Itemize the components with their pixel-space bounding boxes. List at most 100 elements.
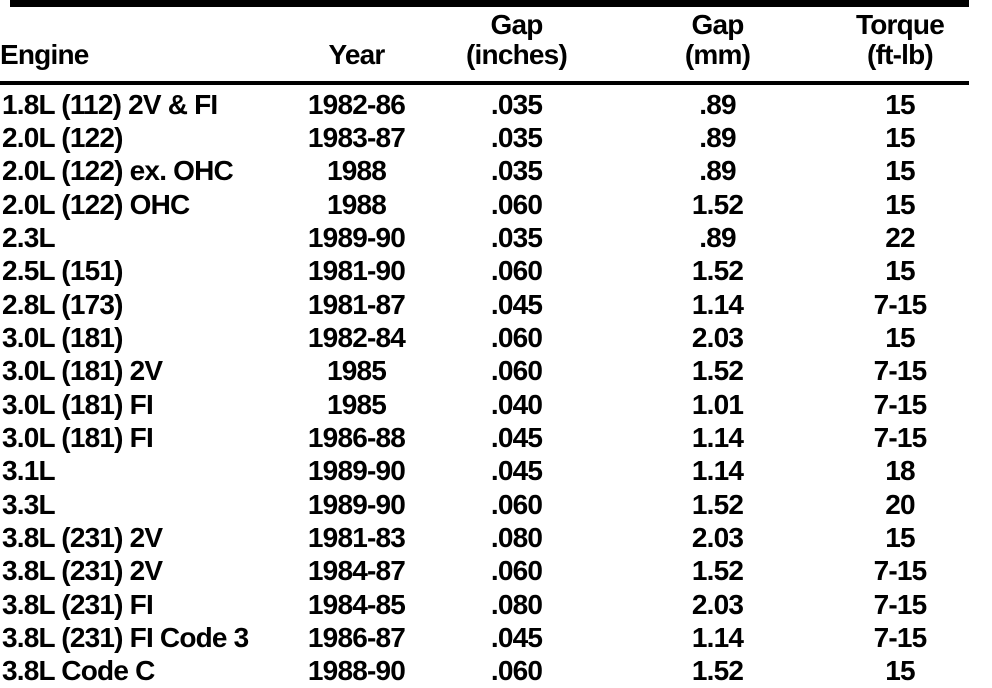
torque-cell: 7-15 [873, 555, 928, 587]
gap-inches-cell: .060 [490, 321, 543, 353]
year-cell: 1981-90 [307, 255, 406, 287]
gap-mm-cell: 1.01 [691, 388, 744, 420]
table-row: 3.8L (231) 2V 1981-83 .080 2.03 15 [0, 521, 970, 554]
year-cell: 1989-90 [307, 455, 406, 487]
engine-cell: 3.8L (231) FI Code 3 [2, 621, 249, 653]
engine-cell: 3.3L [2, 488, 56, 520]
torque-cell: 15 [885, 655, 915, 687]
column-header-engine-label: Engine [0, 39, 89, 70]
gap-mm-cell: 1.52 [691, 555, 744, 587]
gap-inches-cell: .060 [490, 255, 543, 287]
table-row: 2.3L 1989-90 .035 .89 22 [0, 221, 970, 254]
gap-mm-cell: 2.03 [691, 321, 744, 353]
year-cell: 1989-90 [307, 221, 406, 253]
torque-cell: 7-15 [873, 355, 928, 387]
torque-cell: 7-15 [873, 388, 928, 420]
column-header-gap-mm-line2: (mm) [684, 39, 751, 70]
table-header-row: Engine Year Gap (inches) Gap (mm) Torque… [0, 0, 970, 81]
gap-inches-cell: .060 [490, 188, 543, 220]
year-cell: 1989-90 [307, 488, 406, 520]
year-cell: 1983-87 [307, 121, 406, 153]
year-cell: 1981-83 [307, 521, 406, 553]
gap-inches-cell: .080 [490, 521, 543, 553]
gap-mm-cell: 1.52 [691, 655, 744, 687]
table-body: 1.8L (112) 2V & FI 1982-86.035.89 15 2.0L (… [0, 88, 970, 688]
torque-cell: 22 [885, 221, 915, 253]
table-row: 3.0L (181) FI 1986-88 .045 1.14 7-15 [0, 421, 970, 454]
column-header-torque-line1: Torque [855, 9, 945, 40]
gap-mm-cell: 1.52 [691, 188, 744, 220]
gap-mm-cell: 1.52 [691, 355, 744, 387]
gap-mm-cell: .89 [699, 221, 736, 253]
gap-mm-cell: .89 [699, 88, 736, 120]
torque-cell: 7-15 [873, 621, 928, 653]
gap-inches-cell: .035 [490, 221, 543, 253]
torque-cell: 20 [885, 488, 915, 520]
column-header-gap-mm-line1: Gap [691, 9, 744, 40]
gap-inches-cell: .040 [490, 388, 543, 420]
gap-mm-cell: .89 [699, 121, 736, 153]
torque-cell: 15 [885, 255, 915, 287]
table-row: 2.0L (122) 1983-87 .035 .89 15 [0, 121, 970, 154]
engine-cell: 2.5L (151) [2, 255, 123, 287]
gap-inches-cell: .045 [490, 621, 543, 653]
year-cell: 1988 [326, 188, 387, 220]
column-header-year: Year [285, 0, 428, 70]
engine-cell: 1.8L (112) 2V & FI [2, 88, 218, 120]
year-cell: 1982-86 [307, 88, 406, 120]
column-header-torque: Torque (ft-lb) [830, 0, 970, 70]
torque-cell: 7-15 [873, 288, 928, 320]
year-cell: 1981-87 [307, 288, 406, 320]
torque-cell: 15 [885, 321, 915, 353]
gap-mm-cell: 2.03 [691, 588, 744, 620]
gap-inches-cell: .035 [490, 121, 543, 153]
torque-cell: 15 [885, 88, 915, 120]
torque-cell: 15 [885, 188, 915, 220]
table-row: 3.8L (231) FI Code 3 1986-87 .045 1.14 7-15 [0, 621, 970, 654]
gap-mm-cell: 1.52 [691, 255, 744, 287]
table-row: 3.0L (181) 1982-84 .060 2.03 15 [0, 321, 970, 354]
torque-cell: 7-15 [873, 588, 928, 620]
engine-cell: 2.8L (173) [2, 288, 123, 320]
column-header-gap-mm: Gap (mm) [605, 0, 830, 70]
gap-mm-cell: 1.14 [691, 621, 744, 653]
engine-cell: 3.8L (231) 2V [2, 555, 163, 587]
engine-cell: 2.0L (122) OHC [2, 188, 190, 220]
gap-inches-cell: .045 [490, 455, 543, 487]
torque-cell: 18 [885, 455, 915, 487]
year-cell: 1988-90 [307, 655, 406, 687]
gap-inches-cell: .060 [490, 655, 543, 687]
table-row: 3.8L Code C 1988-90 .060 1.52 15 [0, 655, 970, 688]
table-row: 2.8L (173) 1981-87 .045 1.14 7-15 [0, 288, 970, 321]
table-row: 3.8L (231) FI 1984-85 .080 2.03 7-15 [0, 588, 970, 621]
engine-cell: 2.0L (122) [2, 121, 123, 153]
year-cell: 1982-84 [307, 321, 406, 353]
table-row: 1.8L (112) 2V & FI 1982-86 .035 .89 15 [0, 88, 970, 121]
gap-inches-cell: .035 [490, 88, 543, 120]
torque-cell: 15 [885, 521, 915, 553]
table-row: 3.0L (181) FI 1985 .040 1.01 7-15 [0, 388, 970, 421]
table-row: 3.3L 1989-90 .060 1.52 20 [0, 488, 970, 521]
torque-cell: 15 [885, 155, 915, 187]
gap-inches-cell: .060 [490, 555, 543, 587]
engine-cell: 2.0L (122) ex. OHC [2, 155, 234, 187]
gap-mm-cell: 2.03 [691, 521, 744, 553]
column-header-gap-inches: Gap (inches) [428, 0, 605, 70]
engine-cell: 3.0L (181) FI [2, 421, 154, 453]
table-row: 2.0L (122) ex. OHC 1988 .035 .89 15 [0, 155, 970, 188]
table-row: 3.0L (181) 2V 1985 .060 1.52 7-15 [0, 355, 970, 388]
year-cell: 1984-87 [307, 555, 406, 587]
table-row: 3.8L (231) 2V 1984-87 .060 1.52 7-15 [0, 555, 970, 588]
header-rule [0, 81, 969, 85]
column-header-gap-inches-line1: Gap [490, 9, 543, 40]
gap-inches-cell: .045 [490, 288, 543, 320]
engine-cell: 2.3L [2, 221, 56, 253]
table-row: 2.5L (151) 1981-90 .060 1.52 15 [0, 255, 970, 288]
gap-mm-cell: .89 [699, 155, 736, 187]
torque-cell: 15 [885, 121, 915, 153]
table-row: 3.1L 1989-90 .045 1.14 18 [0, 455, 970, 488]
gap-mm-cell: 1.14 [691, 288, 744, 320]
year-cell: 1986-88 [307, 421, 406, 453]
engine-cell: 3.8L Code C [2, 655, 155, 687]
